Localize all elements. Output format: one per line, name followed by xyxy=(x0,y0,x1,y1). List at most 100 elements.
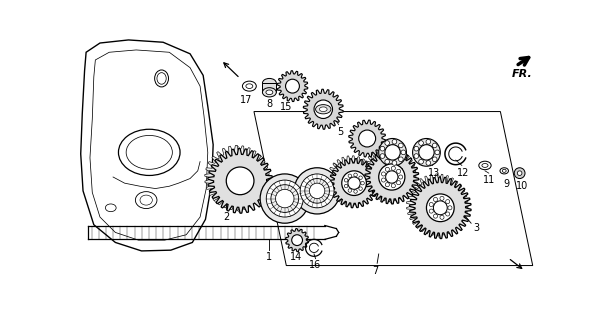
Circle shape xyxy=(419,145,434,160)
Circle shape xyxy=(391,184,395,188)
Circle shape xyxy=(344,179,348,182)
Circle shape xyxy=(429,209,434,213)
Circle shape xyxy=(514,168,525,179)
Polygon shape xyxy=(362,147,416,201)
Text: 3: 3 xyxy=(474,223,480,233)
Circle shape xyxy=(517,171,522,175)
Circle shape xyxy=(419,141,423,145)
Circle shape xyxy=(399,175,403,179)
Text: 9: 9 xyxy=(504,179,510,189)
Text: 1: 1 xyxy=(266,252,272,262)
Circle shape xyxy=(432,143,437,148)
Circle shape xyxy=(305,179,330,203)
Text: 10: 10 xyxy=(516,181,528,191)
Ellipse shape xyxy=(315,105,331,114)
Polygon shape xyxy=(330,158,379,208)
Text: 14: 14 xyxy=(290,252,303,262)
Circle shape xyxy=(348,189,352,192)
Text: 8: 8 xyxy=(266,99,272,109)
Text: 7: 7 xyxy=(371,266,378,276)
Circle shape xyxy=(385,159,389,164)
Circle shape xyxy=(448,206,452,210)
Circle shape xyxy=(276,189,294,208)
Circle shape xyxy=(385,141,389,145)
Circle shape xyxy=(385,145,400,160)
Text: 16: 16 xyxy=(309,260,322,270)
Circle shape xyxy=(266,180,303,217)
Circle shape xyxy=(361,181,364,185)
Circle shape xyxy=(354,173,357,177)
Circle shape xyxy=(399,157,403,162)
Circle shape xyxy=(379,139,407,166)
Polygon shape xyxy=(285,228,309,252)
Text: FR.: FR. xyxy=(512,69,533,79)
Circle shape xyxy=(292,235,303,245)
Circle shape xyxy=(440,196,444,200)
Circle shape xyxy=(314,100,333,118)
Circle shape xyxy=(397,169,400,173)
Polygon shape xyxy=(327,156,376,205)
Circle shape xyxy=(294,168,340,214)
Text: 15: 15 xyxy=(280,102,293,112)
Circle shape xyxy=(359,130,376,147)
Ellipse shape xyxy=(263,88,276,97)
Circle shape xyxy=(381,178,386,182)
Circle shape xyxy=(348,177,360,189)
Circle shape xyxy=(419,159,423,164)
Ellipse shape xyxy=(263,78,276,88)
Circle shape xyxy=(434,201,447,215)
Polygon shape xyxy=(349,120,386,157)
Polygon shape xyxy=(303,89,343,129)
Circle shape xyxy=(399,143,403,148)
Circle shape xyxy=(359,187,362,190)
Circle shape xyxy=(309,183,325,198)
Circle shape xyxy=(386,167,389,172)
Circle shape xyxy=(285,79,300,93)
Polygon shape xyxy=(208,148,272,213)
Circle shape xyxy=(428,196,453,220)
Circle shape xyxy=(426,194,454,222)
Circle shape xyxy=(414,146,419,151)
Text: 4: 4 xyxy=(397,168,403,178)
Circle shape xyxy=(386,183,389,187)
Circle shape xyxy=(380,165,403,188)
Circle shape xyxy=(391,166,395,170)
Circle shape xyxy=(426,161,430,165)
Circle shape xyxy=(446,200,450,204)
Text: 6: 6 xyxy=(377,152,383,162)
Circle shape xyxy=(260,174,309,223)
Circle shape xyxy=(344,184,348,188)
Text: 17: 17 xyxy=(240,95,253,105)
Polygon shape xyxy=(205,145,269,210)
Circle shape xyxy=(440,215,444,219)
Circle shape xyxy=(392,161,397,165)
Circle shape xyxy=(392,140,397,144)
Circle shape xyxy=(271,185,299,212)
Polygon shape xyxy=(277,71,308,101)
Text: 13: 13 xyxy=(428,168,440,178)
Circle shape xyxy=(435,150,440,155)
Polygon shape xyxy=(410,177,471,239)
Circle shape xyxy=(343,172,365,194)
Circle shape xyxy=(434,197,437,202)
Circle shape xyxy=(446,212,450,216)
Circle shape xyxy=(432,157,437,162)
Circle shape xyxy=(354,190,357,193)
Text: 5: 5 xyxy=(337,127,343,137)
Circle shape xyxy=(413,139,440,166)
Ellipse shape xyxy=(319,107,327,112)
Circle shape xyxy=(434,214,437,218)
Polygon shape xyxy=(365,150,419,204)
Circle shape xyxy=(386,171,398,183)
Text: 2: 2 xyxy=(223,212,229,222)
Circle shape xyxy=(401,150,406,155)
Circle shape xyxy=(348,174,352,178)
Circle shape xyxy=(300,174,334,208)
Circle shape xyxy=(380,146,385,151)
Circle shape xyxy=(359,176,362,180)
Circle shape xyxy=(426,140,430,144)
Polygon shape xyxy=(407,174,468,236)
Circle shape xyxy=(379,164,405,190)
Circle shape xyxy=(226,167,254,195)
Text: 11: 11 xyxy=(483,175,495,186)
